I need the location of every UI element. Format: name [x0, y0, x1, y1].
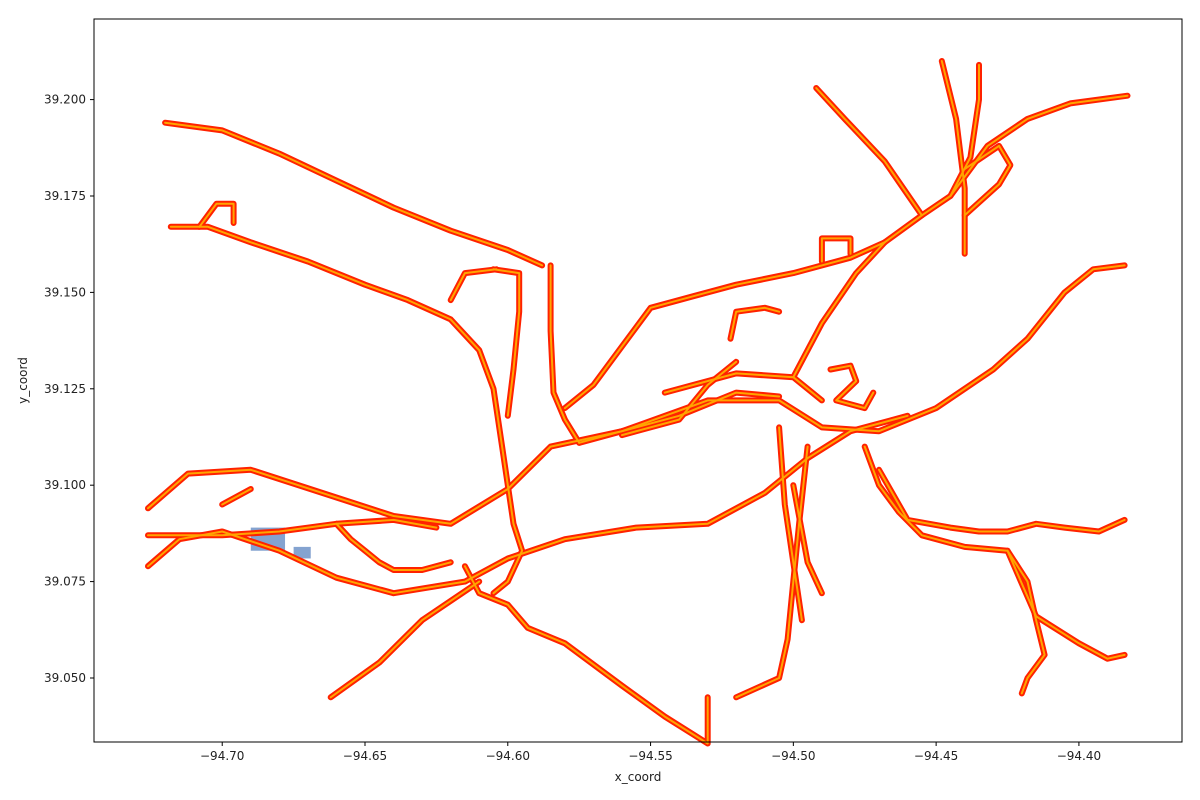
overlap-patch: [293, 546, 311, 559]
road-line: [549, 264, 581, 444]
road-line: [815, 87, 923, 217]
y-tick-label: 39.100: [44, 478, 86, 492]
x-tick-label: −94.45: [914, 749, 958, 763]
x-tick-label: −94.65: [343, 749, 387, 763]
road-line: [335, 522, 452, 571]
y-tick-label: 39.125: [44, 382, 86, 396]
road-line: [578, 391, 781, 444]
road-outline: [196, 200, 237, 230]
y-tick-label: 39.175: [44, 189, 86, 203]
road-outline: [145, 516, 440, 539]
road-line: [778, 426, 803, 622]
road-line: [169, 225, 524, 595]
road-outline: [547, 262, 583, 446]
road-network-lines: [147, 60, 1129, 745]
x-tick-label: −94.55: [628, 749, 672, 763]
road-network-points: [145, 58, 1131, 747]
road-line: [878, 468, 1126, 533]
road-line: [963, 144, 1012, 217]
x-axis-label: x_coord: [615, 770, 662, 784]
road-line: [820, 237, 852, 263]
y-tick-label: 39.200: [44, 93, 86, 107]
road-line: [792, 241, 886, 379]
x-tick-label: −94.60: [486, 749, 530, 763]
road-line: [663, 372, 823, 402]
road-line: [729, 306, 781, 340]
y-axis-label: y_coord: [16, 357, 30, 404]
axes-frame: [93, 18, 1183, 743]
road-line: [563, 94, 1129, 410]
road-outline: [145, 262, 1128, 527]
road-line: [940, 60, 966, 255]
road-line: [198, 202, 235, 228]
y-tick-label: 39.050: [44, 671, 86, 685]
x-axis-ticks: −94.70 −94.65 −94.60 −94.55 −94.50 −94.45 −94.…: [200, 742, 1101, 763]
road-outline: [561, 92, 1131, 412]
road-outline: [447, 266, 500, 304]
x-tick-label: −94.40: [1057, 749, 1101, 763]
road-line: [949, 63, 980, 197]
y-tick-label: 39.150: [44, 285, 86, 299]
road-line: [492, 268, 521, 417]
y-axis-ticks: 39.050 39.075 39.100 39.125 39.150 39.175 39.2…: [44, 93, 94, 685]
x-tick-label: −94.50: [771, 749, 815, 763]
road-line: [1006, 549, 1126, 660]
road-line: [829, 364, 875, 410]
road-line: [792, 484, 823, 595]
road-outline: [333, 520, 454, 573]
road-outline: [327, 578, 483, 701]
road-line: [621, 360, 738, 437]
road-line: [329, 580, 481, 699]
road-line: [147, 414, 909, 595]
road-line: [735, 445, 809, 699]
road-outline: [461, 563, 711, 747]
road-outline: [813, 85, 925, 219]
road-line: [147, 518, 438, 537]
x-tick-label: −94.70: [200, 749, 244, 763]
road-line: [463, 565, 709, 745]
road-line: [164, 121, 544, 267]
road-outline: [162, 119, 546, 269]
road-line: [221, 488, 252, 506]
y-tick-label: 39.075: [44, 575, 86, 589]
road-line: [449, 268, 498, 302]
road-outline: [1004, 547, 1128, 662]
road-line: [147, 264, 1126, 525]
